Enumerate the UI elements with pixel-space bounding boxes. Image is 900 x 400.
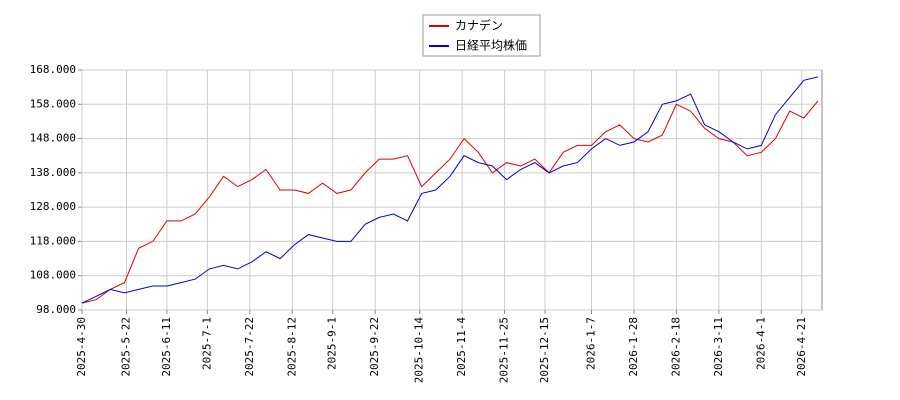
y-tick-label: 168.000: [30, 63, 76, 76]
legend-label: カナデン: [455, 18, 503, 33]
x-tick-label: 2026-4-1: [754, 317, 767, 370]
y-tick-label: 98.000: [36, 303, 76, 316]
series-line: [81, 76, 819, 304]
y-tick-label: 158.000: [30, 97, 76, 110]
legend-label: 日経平均株価: [455, 38, 527, 53]
x-tick-label: 2025-9-1: [326, 317, 339, 370]
legend-box: [422, 14, 541, 57]
x-tick-label: 2025-7-22: [243, 317, 256, 377]
x-tick-label: 2025-5-22: [119, 317, 132, 377]
x-tick-label: 2025-8-12: [285, 317, 298, 377]
y-tick-label: 138.000: [30, 166, 76, 179]
y-tick-label: 128.000: [30, 200, 76, 213]
x-tick-label: 2025-11-4: [455, 317, 468, 377]
x-tick-label: 2026-2-18: [669, 317, 682, 377]
x-tick-label: 2026-3-11: [712, 317, 725, 377]
y-tick-label: 118.000: [30, 234, 76, 247]
x-tick-label: 2026-4-21: [795, 317, 808, 377]
x-tick-label: 2025-6-11: [160, 317, 173, 377]
x-tick-label: 2025-7-1: [200, 317, 213, 370]
x-tick-label: 2025-11-25: [498, 317, 511, 383]
y-tick-label: 148.000: [30, 132, 76, 145]
x-tick-label: 2025-12-15: [538, 317, 551, 383]
x-tick-label: 2025-9-22: [368, 317, 381, 377]
series-line: [81, 100, 819, 304]
x-tick-label: 2025-4-30: [75, 317, 88, 377]
x-tick-label: 2025-10-14: [413, 317, 426, 384]
plot-frame: [81, 69, 823, 311]
y-tick-label: 108.000: [30, 269, 76, 282]
x-tick-label: 2026-1-28: [627, 317, 640, 377]
x-tick-label: 2026-1-7: [585, 317, 598, 370]
